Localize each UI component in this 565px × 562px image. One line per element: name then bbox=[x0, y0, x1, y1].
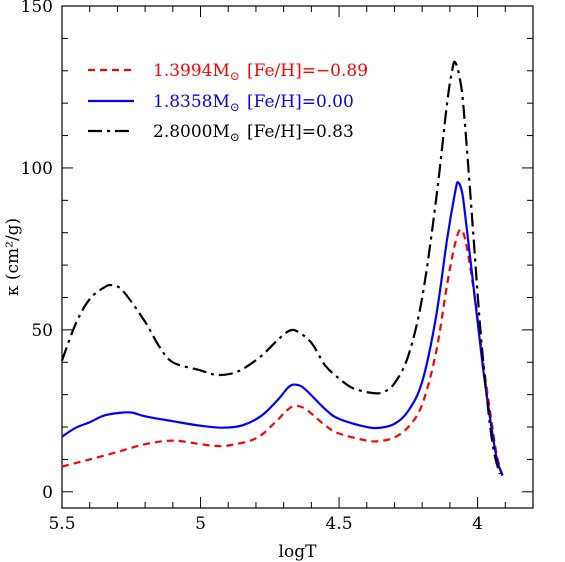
y-tick-label: 0 bbox=[42, 483, 53, 503]
legend-mass: 2.8000M bbox=[153, 122, 230, 142]
axis-ticks bbox=[61, 5, 534, 508]
sun-symbol: ⊙ bbox=[230, 130, 240, 144]
x-tick-label: 5.5 bbox=[48, 514, 75, 534]
series-layer bbox=[60, 60, 504, 476]
x-tick-label: 5 bbox=[195, 514, 206, 534]
sun-symbol: ⊙ bbox=[230, 69, 240, 83]
legend-entry-1: 1.3994M⊙ [Fe/H]=−0.89 bbox=[153, 61, 368, 83]
legend-mass: 1.8358M bbox=[153, 92, 230, 112]
series-line-3 bbox=[60, 60, 501, 475]
y-axis-label: κ (cm²/g) bbox=[3, 218, 23, 296]
series-line-2 bbox=[61, 181, 504, 476]
legend: 1.3994M⊙ [Fe/H]=−0.891.8358M⊙ [Fe/H]=0.002… bbox=[88, 61, 368, 144]
legend-entry-2: 1.8358M⊙ [Fe/H]=0.00 bbox=[153, 92, 354, 114]
x-tick-label: 4.5 bbox=[326, 514, 353, 534]
tick-labels: 5.5 5 4.5 4 0 50 100 150 bbox=[21, 0, 483, 534]
y-tick-label: 150 bbox=[21, 0, 53, 17]
sun-symbol: ⊙ bbox=[230, 100, 240, 114]
x-tick-label: 4 bbox=[472, 514, 483, 534]
legend-metallicity: [Fe/H]=0.00 bbox=[247, 92, 354, 112]
legend-mass: 1.3994M bbox=[153, 61, 230, 81]
plot-frame bbox=[61, 5, 534, 509]
legend-metallicity: [Fe/H]=0.83 bbox=[247, 122, 354, 142]
legend-metallicity: [Fe/H]=−0.89 bbox=[247, 61, 368, 81]
legend-entry-3: 2.8000M⊙ [Fe/H]=0.83 bbox=[153, 122, 354, 144]
y-tick-label: 50 bbox=[31, 321, 53, 341]
x-axis-label: logT bbox=[279, 542, 318, 562]
y-tick-label: 100 bbox=[21, 159, 53, 179]
series-line-1 bbox=[61, 228, 504, 476]
